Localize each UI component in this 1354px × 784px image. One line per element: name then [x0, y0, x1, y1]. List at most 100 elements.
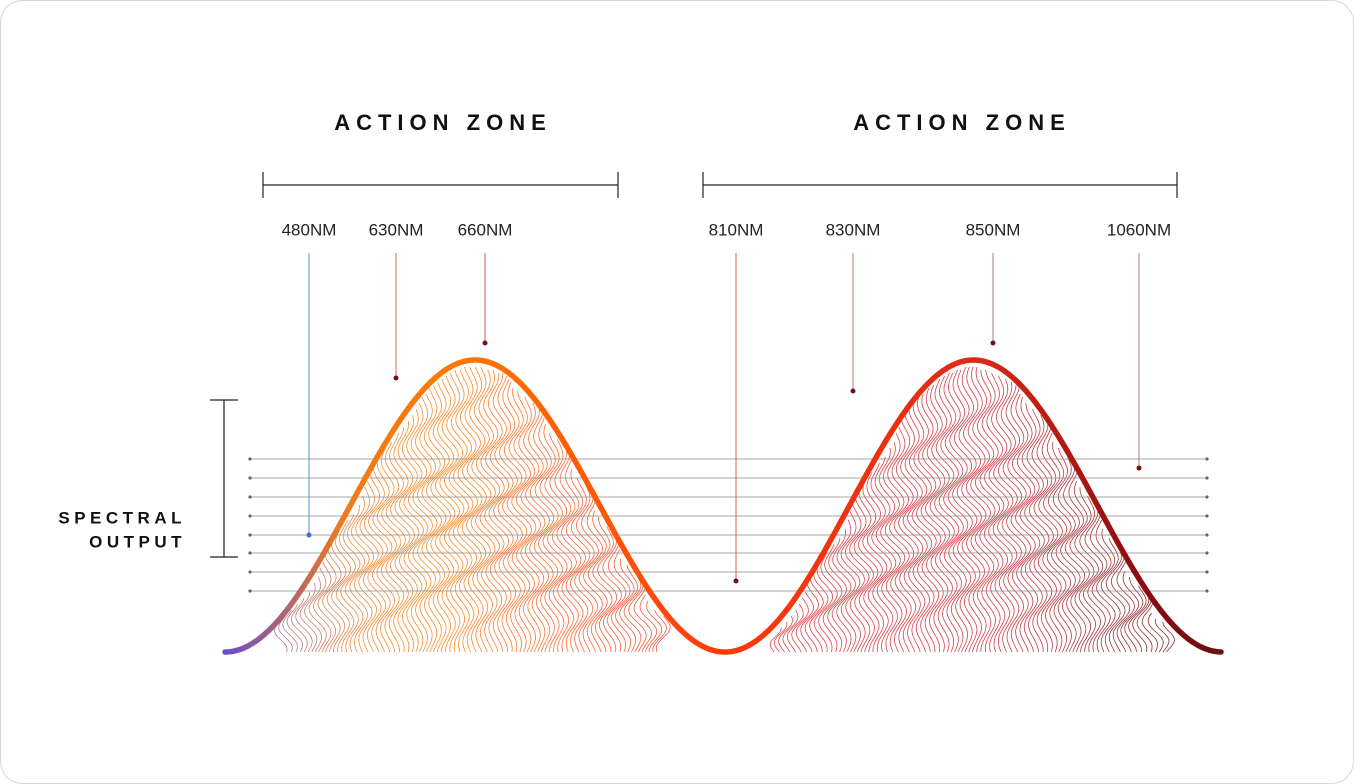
wave-line — [884, 432, 906, 653]
wave-line — [1147, 612, 1164, 653]
pin-dot — [733, 578, 739, 584]
wave-line — [1019, 402, 1041, 653]
wave-line — [628, 579, 647, 653]
pin-dot — [990, 340, 996, 346]
wave-line — [1105, 546, 1126, 653]
wave-line — [470, 366, 492, 653]
wave-line — [979, 369, 1000, 653]
wave-line — [1028, 414, 1050, 653]
level-dot — [248, 514, 252, 518]
wave-line — [639, 594, 658, 653]
spectrum-curve — [222, 357, 1224, 655]
wave-line — [1074, 487, 1095, 653]
wave-line — [574, 483, 595, 653]
wave-line — [286, 603, 303, 653]
wave-line — [840, 510, 861, 653]
wave-line — [1096, 528, 1116, 653]
wave-line — [795, 591, 815, 653]
wave-line — [484, 372, 505, 653]
level-dot — [1205, 570, 1209, 574]
wave-line — [956, 366, 978, 653]
level-dot — [248, 476, 252, 480]
wave-line — [1100, 537, 1121, 653]
wave-line — [1132, 591, 1150, 653]
wave-line — [1024, 408, 1045, 653]
wave-line — [867, 462, 888, 652]
wave-line — [335, 519, 356, 653]
wave-line — [925, 384, 946, 653]
wave-line — [583, 501, 603, 653]
wave-line — [344, 504, 366, 653]
wave-line — [1060, 462, 1081, 653]
wave-line — [380, 441, 402, 653]
wave-line — [502, 381, 523, 653]
wavelength-label: 480NM — [282, 220, 337, 239]
wave-line — [587, 510, 608, 653]
wave-line — [313, 561, 332, 653]
wave-line — [655, 615, 671, 653]
wave-line — [947, 369, 969, 653]
wave-line — [475, 369, 496, 653]
wave-line — [1091, 519, 1112, 653]
wave-line — [893, 420, 915, 653]
wave-line — [875, 447, 897, 653]
wave-line — [542, 432, 563, 653]
wave-line — [769, 627, 782, 653]
wave-line — [1141, 603, 1158, 653]
wave-line — [515, 396, 537, 653]
level-dot — [248, 495, 252, 499]
wave-line — [983, 372, 1005, 653]
wave-line — [880, 441, 901, 653]
pin-dot — [306, 532, 312, 538]
wave-line — [421, 387, 442, 653]
wavelength-label: 810NM — [709, 220, 764, 239]
wave-line — [997, 381, 1018, 653]
wave-line — [578, 492, 599, 653]
wave-line — [304, 576, 323, 653]
level-dot — [248, 533, 252, 537]
side-label: SPECTRAL — [58, 508, 186, 527]
wave-line — [791, 597, 809, 653]
wave-line — [358, 480, 379, 653]
wavelength-label: 1060NM — [1107, 220, 1171, 239]
waveform-lines — [274, 366, 1176, 653]
wave-line — [592, 516, 613, 653]
wave-line — [646, 600, 663, 653]
wave-line — [809, 567, 829, 653]
wave-line — [322, 543, 342, 653]
wave-line — [844, 504, 865, 653]
wavelength-pins: 480NM 630NM 660NM 810NM 830NM 850NM 1060NM — [282, 220, 1171, 584]
wave-line — [929, 378, 951, 653]
wave-line — [1120, 570, 1140, 653]
side-label: OUTPUT — [89, 532, 186, 551]
wave-line — [970, 366, 991, 653]
wave-line — [992, 378, 1014, 653]
pin-dot — [482, 340, 488, 346]
zone-title: ACTION ZONE — [853, 110, 1071, 135]
wave-line — [1064, 471, 1086, 653]
wave-line — [943, 372, 964, 653]
level-dot — [1205, 476, 1209, 480]
wave-line — [606, 543, 627, 653]
wave-line — [907, 402, 928, 653]
wave-line — [430, 381, 451, 653]
wave-line — [331, 528, 352, 652]
wave-line — [602, 534, 622, 653]
wave-line — [278, 615, 293, 653]
level-dot — [1205, 514, 1209, 518]
wave-line — [457, 366, 478, 653]
wave-line — [1010, 393, 1032, 653]
wave-line — [282, 609, 298, 653]
wave-line — [362, 471, 384, 653]
wave-line — [416, 393, 438, 653]
wave-line — [619, 564, 639, 653]
wave-line — [1046, 441, 1068, 653]
wave-line — [974, 369, 996, 652]
wave-line — [569, 477, 591, 653]
wave-line — [633, 588, 652, 653]
wave-line — [898, 414, 919, 653]
wave-line — [610, 549, 631, 653]
